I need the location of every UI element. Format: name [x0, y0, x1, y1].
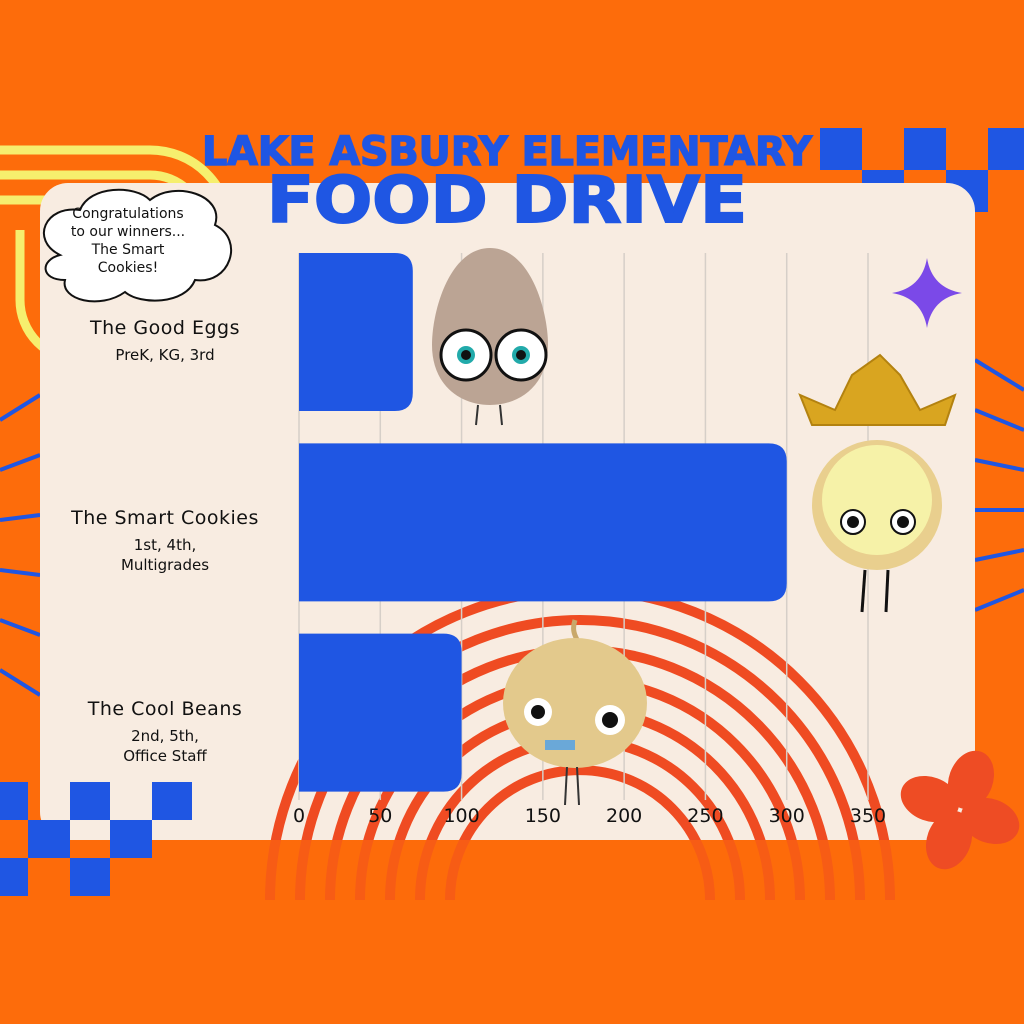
category-name: The Cool Beans	[87, 697, 243, 720]
category-detail: PreK, KG, 3rd	[115, 346, 215, 364]
category-label: The Smart Cookies 1st, 4th, Multigrades	[35, 507, 295, 575]
bar	[299, 253, 413, 411]
checker-bottom	[0, 782, 192, 896]
title: LAKE ASBURY ELEMENTARY	[202, 129, 813, 175]
x-tick-label: 250	[687, 805, 723, 827]
category-label: The Cool Beans 2nd, 5th, Office Staff	[35, 698, 295, 766]
bar	[299, 443, 787, 602]
category-detail: 2nd, 5th, Office Staff	[123, 726, 207, 765]
flower	[900, 750, 1020, 870]
x-tick-label: 100	[443, 805, 479, 827]
star	[892, 258, 962, 328]
bar	[299, 633, 462, 792]
arc-fade	[0, 840, 1024, 900]
x-tick-label: 150	[525, 805, 561, 827]
category-label: The Good Eggs PreK, KG, 3rd	[35, 317, 295, 365]
x-tick-label: 300	[769, 805, 805, 827]
category-name: The Smart Cookies	[71, 507, 259, 530]
cookie-character	[798, 353, 957, 613]
subtitle: FOOD DRIVE	[267, 164, 747, 238]
x-tick-label: 200	[606, 805, 642, 827]
annotation: Congratulations to our winners... The Sm…	[70, 206, 186, 276]
bean-character	[503, 619, 647, 806]
plot: 0 50 100 150 200 250 300 350	[293, 253, 886, 827]
category-name: The Good Eggs	[90, 317, 240, 339]
rays	[0, 358, 1024, 697]
x-tick-label: 50	[368, 805, 392, 827]
category-detail: 1st, 4th, Multigrades	[120, 536, 210, 575]
x-tick-label: 0	[293, 805, 305, 827]
egg-character	[432, 248, 548, 426]
x-tick-label: 350	[850, 805, 886, 827]
cloud	[42, 188, 233, 303]
